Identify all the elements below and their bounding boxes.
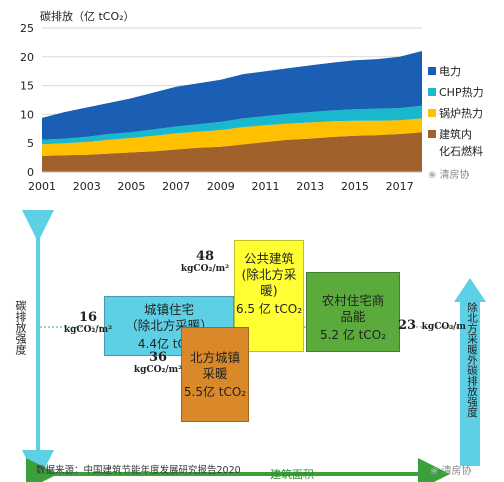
legend-item-electricity: 电力: [428, 60, 461, 79]
area-chart: 0 5 10 15 20 25 2001 2003 2005 2007 2009 2011 2013 20…: [20, 22, 422, 193]
x-tick-label: 2009: [207, 180, 235, 193]
y-tick-label: 15: [20, 80, 34, 93]
watermark-top: ❀ 清房协: [428, 170, 470, 181]
area-series-0: [42, 132, 422, 172]
x-tick-label: 2015: [341, 180, 369, 193]
block-northern-heating: 北方城镇 采暖 5.5亿 tCO₂: [181, 327, 249, 422]
area-series-3: [42, 51, 422, 140]
right-axis-arrow: [460, 302, 480, 466]
legend-swatch: [428, 109, 436, 117]
x-tick-label: 2011: [252, 180, 280, 193]
x-tick-label: 2007: [162, 180, 190, 193]
right-axis-label: 除北方采暖外碳排放强度: [466, 302, 478, 418]
y-tick-label: 20: [20, 51, 34, 64]
area-series-2: [42, 105, 422, 145]
y-tick-label: 25: [20, 22, 34, 35]
legend-item-boiler: 锅炉热力: [428, 102, 483, 121]
watermark-bottom: ❀ 清房协: [430, 466, 472, 477]
legend-item-chp: CHP热力: [428, 81, 484, 100]
legend-item-fossil: 建筑内 化石燃料: [428, 123, 483, 158]
legend-swatch: [428, 88, 436, 96]
x-tick-label: 2001: [28, 180, 56, 193]
wechat-icon: ❀: [430, 466, 442, 477]
y-tick-label: 10: [20, 108, 34, 121]
x-tick-label: 2003: [73, 180, 101, 193]
legend-swatch: [428, 67, 436, 75]
legend-swatch: [428, 130, 436, 138]
x-tick-label: 2017: [386, 180, 414, 193]
rural-intensity-line: 23 kgCO₂/m: [398, 318, 466, 333]
data-source-note: 数据来源：中国建筑节能年度发展研究报告2020: [36, 465, 241, 476]
area-series-1: [42, 118, 422, 156]
y-axis-label: 碳排放强度: [14, 300, 27, 355]
x-tick-label: 2013: [296, 180, 324, 193]
y-tick-label: 5: [27, 137, 34, 150]
x-axis-label: 建筑面积: [270, 468, 314, 481]
wechat-icon: ❀: [428, 170, 440, 181]
intensity-label-public-building: 48 kgCO₂/m²: [180, 249, 230, 274]
intensity-label-northern-heating: 36 kgCO₂/m²: [133, 350, 183, 375]
intensity-label-rural-residential: 23 kgCO₂/m: [398, 314, 466, 333]
intensity-label-urban-residential: 16 kgCO₂/m²: [63, 310, 113, 335]
area-chart-ylabel: 碳排放（亿 tCO₂）: [40, 10, 135, 23]
x-tick-label: 2005: [117, 180, 145, 193]
block-rural-residential: 农村住宅商 品能 5.2 亿 tCO₂: [306, 272, 400, 352]
right-axis-arrow-head: [454, 278, 486, 302]
y-tick-label: 0: [27, 166, 34, 179]
